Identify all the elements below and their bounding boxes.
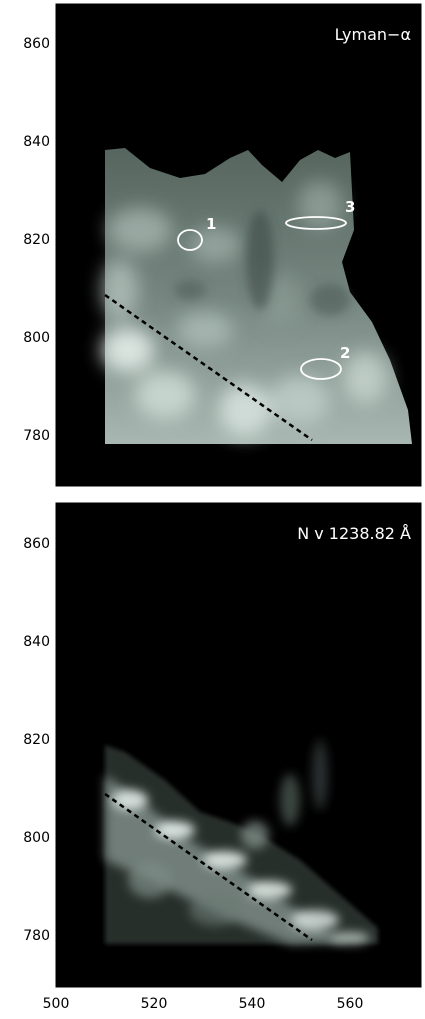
bottom-y-tick-860: 860 [23, 536, 50, 552]
bottom-panel-frame [55, 502, 422, 988]
top-panel-ticks [55, 4, 421, 486]
region-3-ellipse [285, 216, 347, 230]
slit-dashed-line-top [104, 293, 313, 442]
slit-dashed-line-bottom [104, 792, 313, 942]
bottom-y-tick-820: 820 [23, 732, 50, 748]
x-tick-560: 560 [337, 996, 364, 1012]
lyman-alpha-dark-lanes [174, 210, 350, 316]
region-1-label: 1 [206, 215, 216, 233]
nv-panel: N v 1238.82 Å 860 840 820 800 780 500 52… [23, 502, 422, 1012]
top-panel-frame [55, 3, 422, 487]
top-y-tick-800: 800 [23, 330, 50, 346]
top-y-tick-840: 840 [23, 134, 50, 150]
lyman-alpha-emission-map [102, 148, 412, 444]
nv-emission-band-outer [105, 745, 378, 944]
region-1-ellipse [177, 229, 203, 251]
region-2-ellipse [300, 358, 342, 380]
region-3-label: 3 [345, 198, 355, 216]
region-2-label: 2 [340, 344, 350, 362]
nv-bright-structures [112, 740, 370, 944]
lyman-alpha-panel: 1 3 2 Lyman−α 860 840 820 800 780 [23, 3, 422, 487]
nv-emission-map [105, 740, 378, 944]
bottom-panel-ticks [55, 503, 421, 987]
bottom-y-tick-840: 840 [23, 634, 50, 650]
x-tick-500: 500 [43, 996, 70, 1012]
nv-title: N v 1238.82 Å [297, 524, 411, 543]
top-y-tick-860: 860 [23, 36, 50, 52]
bottom-y-tick-800: 800 [23, 830, 50, 846]
top-y-tick-780: 780 [23, 428, 50, 444]
x-tick-540: 540 [239, 996, 266, 1012]
bottom-y-tick-780: 780 [23, 928, 50, 944]
lyman-alpha-title: Lyman−α [335, 25, 411, 44]
nv-emission-band-core [105, 775, 345, 944]
top-y-tick-820: 820 [23, 232, 50, 248]
x-tick-520: 520 [141, 996, 168, 1012]
